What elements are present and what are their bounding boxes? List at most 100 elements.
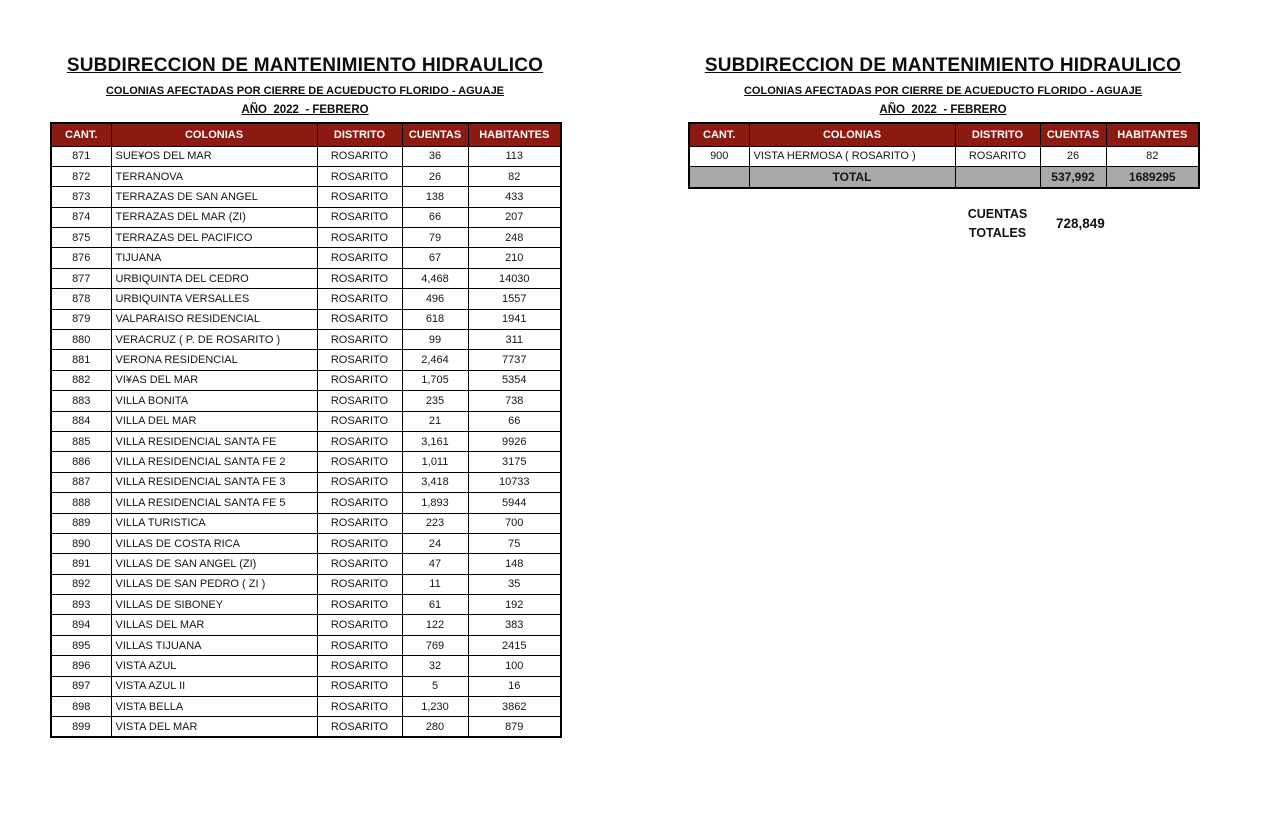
cell-distrito: ROSARITO: [316, 696, 403, 718]
cell-cant: 884: [50, 410, 112, 432]
table-row: 887 VILLA RESIDENCIAL SANTA FE 3 ROSARITO 3…: [50, 471, 562, 494]
cell-cuentas: 618: [401, 308, 469, 331]
cell-cuentas: 496: [401, 288, 469, 310]
cell-cant: 899: [50, 716, 112, 738]
cell-distrito: ROSARITO: [316, 145, 403, 167]
cell-cant: 871: [50, 145, 112, 167]
cell-colonia: VILLAS TIJUANA: [110, 634, 318, 657]
cell-distrito: ROSARITO: [316, 594, 403, 616]
cell-cant: 891: [50, 553, 112, 575]
page-title: SUBDIRECCION DE MANTENIMIENTO HIDRAULICO: [66, 55, 544, 76]
cell-cant: 893: [50, 594, 112, 616]
cell-colonia: VILLA RESIDENCIAL SANTA FE: [110, 430, 318, 453]
cell-distrito: ROSARITO: [316, 573, 403, 596]
table-row: 883 VILLA BONITA ROSARITO 235 738: [50, 390, 562, 412]
cell-cuentas: 5: [401, 675, 469, 698]
cell-colonia: TERRANOVA: [110, 165, 318, 188]
cell-distrito: ROSARITO: [316, 532, 403, 555]
table-row: 874 TERRAZAS DEL MAR (ZI) ROSARITO 66 207: [50, 206, 562, 229]
cell-distrito: ROSARITO: [316, 675, 403, 698]
table-row: 871 SUE¥OS DEL MAR ROSARITO 36 113: [50, 145, 562, 167]
cell-cuentas: 1,230: [401, 696, 469, 718]
cell-colonia: VILLAS DE SIBONEY: [110, 594, 318, 616]
cell-cuentas: 47: [401, 553, 469, 575]
table-row: 892 VILLAS DE SAN PEDRO ( ZI ) ROSARITO 11 3…: [50, 573, 562, 596]
cell-cuentas: 280: [401, 716, 469, 738]
table-row: 897 VISTA AZUL II ROSARITO 5 16: [50, 675, 562, 698]
cell-distrito: ROSARITO: [954, 145, 1041, 167]
cell-habitantes: 113: [467, 145, 562, 167]
cell-cuentas: 3,161: [401, 430, 469, 453]
table-row: 880 VERACRUZ ( P. DE ROSARITO ) ROSARITO 99…: [50, 329, 562, 351]
cell-cuentas: 79: [401, 227, 469, 249]
cell-colonia: URBIQUINTA VERSALLES: [110, 288, 318, 310]
cell-colonia: SUE¥OS DEL MAR: [110, 145, 318, 167]
table-row: 884 VILLA DEL MAR ROSARITO 21 66: [50, 410, 562, 432]
cell-cuentas: 11: [401, 573, 469, 596]
cell-habitantes: 207: [467, 206, 562, 229]
cell-habitantes: 700: [467, 512, 562, 534]
cell-colonia: VILLAS DEL MAR: [110, 614, 318, 636]
table-row: 877 URBIQUINTA DEL CEDRO ROSARITO 4,468 1403…: [50, 267, 562, 290]
cell-habitantes: 16: [467, 675, 562, 698]
cell-habitantes: 82: [1105, 145, 1200, 167]
cell-colonia: VI¥AS DEL MAR: [110, 369, 318, 392]
cell-cant: 894: [50, 614, 112, 636]
header-row: CANT. COLONIAS DISTRITO CUENTAS HABITANT…: [50, 122, 562, 147]
table-row: 899 VISTA DEL MAR ROSARITO 280 879: [50, 716, 562, 738]
total-row: TOTAL 537,992 1689295: [688, 165, 1200, 189]
cell-distrito: ROSARITO: [316, 512, 403, 534]
cell-cant: 889: [50, 512, 112, 534]
cell-cuentas: 1,011: [401, 451, 469, 473]
column-header-habitantes: HABITANTES: [1105, 122, 1200, 147]
cell-cant: 895: [50, 634, 112, 657]
cell-habitantes: 148: [467, 553, 562, 575]
cell-cant: 873: [50, 186, 112, 208]
table-row: 885 VILLA RESIDENCIAL SANTA FE ROSARITO 3,1…: [50, 430, 562, 453]
column-header-distrito: DISTRITO: [954, 122, 1041, 147]
cell-cuentas: 2,464: [401, 349, 469, 371]
table-row: 890 VILLAS DE COSTA RICA ROSARITO 24 75: [50, 532, 562, 555]
cell-colonia: VILLA RESIDENCIAL SANTA FE 2: [110, 451, 318, 473]
cell-cuentas: 3,418: [401, 471, 469, 494]
cell-distrito: ROSARITO: [316, 634, 403, 657]
cell-habitantes: 66: [467, 410, 562, 432]
cell-cant: 885: [50, 430, 112, 453]
table-row: 878 URBIQUINTA VERSALLES ROSARITO 496 1557: [50, 288, 562, 310]
table-row: 898 VISTA BELLA ROSARITO 1,230 3862: [50, 696, 562, 718]
column-header-habitantes: HABITANTES: [467, 122, 562, 147]
cell-colonia: VILLAS DE COSTA RICA: [110, 532, 318, 555]
cell-colonia: URBIQUINTA DEL CEDRO: [110, 267, 318, 290]
cell-habitantes: 1941: [467, 308, 562, 331]
cell-colonia: VERACRUZ ( P. DE ROSARITO ): [110, 329, 318, 351]
cell-habitantes: 3175: [467, 451, 562, 473]
cell-habitantes: 738: [467, 390, 562, 412]
cell-cuentas: 66: [401, 206, 469, 229]
cell-cant: 875: [50, 227, 112, 249]
table-row: 872 TERRANOVA ROSARITO 26 82: [50, 165, 562, 188]
table-row: 882 VI¥AS DEL MAR ROSARITO 1,705 5354: [50, 369, 562, 392]
cell-colonia: VERONA RESIDENCIAL: [110, 349, 318, 371]
page-subtitle: COLONIAS AFECTADAS POR CIERRE DE ACUEDUC…: [105, 85, 505, 97]
column-header-colonias: COLONIAS: [748, 122, 956, 147]
cell-cuentas: 32: [401, 655, 469, 677]
cell-colonia: VILLA RESIDENCIAL SANTA FE 3: [110, 471, 318, 494]
cell-habitantes: 311: [467, 329, 562, 351]
cell-cant: 886: [50, 451, 112, 473]
total-habitantes: 1689295: [1105, 165, 1200, 189]
cell-cuentas: 36: [401, 145, 469, 167]
cell-habitantes: 35: [467, 573, 562, 596]
cell-distrito: ROSARITO: [316, 471, 403, 494]
column-header-cuentas: CUENTAS: [1039, 122, 1107, 147]
cell-cant: 877: [50, 267, 112, 290]
table-row: 896 VISTA AZUL ROSARITO 32 100: [50, 655, 562, 677]
cell-colonia: VALPARAISO RESIDENCIAL: [110, 308, 318, 331]
cell-habitantes: 14030: [467, 267, 562, 290]
cell-cant: 900: [688, 145, 750, 167]
cell-distrito: ROSARITO: [316, 553, 403, 575]
cell-cuentas: 61: [401, 594, 469, 616]
cell-cant: 892: [50, 573, 112, 596]
table-row: 888 VILLA RESIDENCIAL SANTA FE 5 ROSARITO 1…: [50, 492, 562, 514]
cell-cant: 874: [50, 206, 112, 229]
